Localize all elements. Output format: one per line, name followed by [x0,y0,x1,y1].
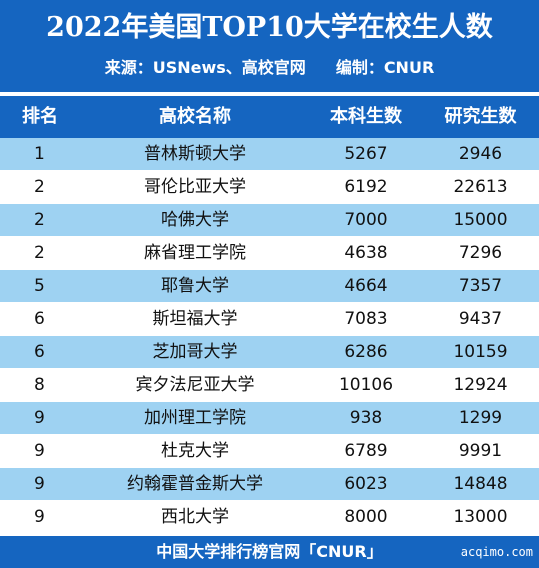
undergrad-count-cell: 6023 [344,474,388,494]
grad-count-cell: 2946 [458,144,503,164]
table-row: 9 西北大学 8000 13000 [0,501,539,534]
column-header-rank: 排名 [22,106,58,127]
university-name-cell: 普林斯顿大学 [144,144,246,164]
undergrad-count-cell: 938 [349,408,383,428]
rank-cell: 6 [34,342,45,362]
rank-cell: 6 [34,309,45,329]
table-row: 9 加州理工学院 938 1299 [0,402,539,435]
column-header-name: 高校名称 [159,106,231,127]
footer-text: 中国大学排行榜官网「CNUR」 [156,542,383,561]
table-row: 6 芝加哥大学 6286 10159 [0,336,539,369]
university-name-cell: 麻省理工学院 [144,243,246,263]
rank-cell: 2 [34,210,45,230]
university-name-cell: 西北大学 [161,507,229,527]
column-header-grad: 研究生数 [444,106,517,127]
undergrad-count-cell: 6286 [344,342,388,362]
rank-cell: 1 [34,144,45,164]
grad-count-cell: 14848 [453,474,508,494]
rank-cell: 9 [34,507,45,527]
university-name-cell: 加州理工学院 [144,408,246,428]
grad-count-cell: 12924 [453,375,508,395]
footer-banner: 中国大学排行榜官网「CNUR」 acqimo.com [0,536,539,568]
table-row: 9 约翰霍普金斯大学 6023 14848 [0,468,539,501]
university-name-cell: 耶鲁大学 [161,276,229,296]
rank-cell: 8 [34,375,45,395]
table-row: 2 哥伦比亚大学 6192 22613 [0,171,539,204]
column-header-undergrad: 本科生数 [330,106,402,127]
grad-count-cell: 7296 [458,243,503,263]
table-header: 排名 高校名称 本科生数 研究生数 [0,96,539,138]
grad-count-cell: 10159 [453,342,508,362]
undergrad-count-cell: 10106 [338,375,394,395]
grad-count-cell: 9991 [458,441,503,461]
grad-count-cell: 22613 [453,177,508,197]
undergrad-count-cell: 7000 [344,210,388,230]
rank-cell: 5 [34,276,45,296]
table-row: 6 斯坦福大学 7083 9437 [0,303,539,336]
table-body: 1 普林斯顿大学 5267 2946 2 哥伦比亚大学 6192 22613 2 哈佛大学 7000… [0,138,539,534]
table-row: 1 普林斯顿大学 5267 2946 [0,138,539,171]
source-credit: 来源：USNews、高校官网 [104,58,306,77]
university-name-cell: 宾夕法尼亚大学 [135,375,255,395]
undergrad-count-cell: 4664 [344,276,388,296]
rank-cell: 9 [34,474,45,494]
university-name-cell: 哥伦比亚大学 [144,177,246,197]
undergrad-count-cell: 8000 [344,507,388,527]
page-title: 2022年美国TOP10大学在校生人数 [46,12,493,43]
rank-cell: 9 [34,441,45,461]
table-row: 5 耶鲁大学 4664 7357 [0,270,539,303]
header-banner: 2022年美国TOP10大学在校生人数 来源：USNews、高校官网 编制：CNU… [0,0,539,92]
editor-credit: 编制：CNUR [335,58,435,77]
subtitle-line: 来源：USNews、高校官网 编制：CNUR [0,56,539,80]
table-row: 9 杜克大学 6789 9991 [0,435,539,468]
university-name-cell: 杜克大学 [161,441,229,461]
university-name-cell: 芝加哥大学 [152,342,238,362]
university-name-cell: 哈佛大学 [161,210,229,230]
university-name-cell: 约翰霍普金斯大学 [127,474,263,494]
grad-count-cell: 15000 [453,210,508,230]
rank-cell: 9 [34,408,45,428]
undergrad-count-cell: 7083 [344,309,388,329]
watermark-text: acqimo.com [460,545,533,559]
table-row: 8 宾夕法尼亚大学 10106 12924 [0,369,539,402]
undergrad-count-cell: 6789 [344,441,388,461]
grad-count-cell: 13000 [453,507,508,527]
table-row: 2 哈佛大学 7000 15000 [0,204,539,237]
undergrad-count-cell: 6192 [344,177,388,197]
university-name-cell: 斯坦福大学 [152,309,238,329]
undergrad-count-cell: 4638 [344,243,388,263]
table-row: 2 麻省理工学院 4638 7296 [0,237,539,270]
grad-count-cell: 7357 [458,276,503,296]
undergrad-count-cell: 5267 [344,144,388,164]
rank-cell: 2 [34,243,45,263]
grad-count-cell: 9437 [458,309,503,329]
rank-cell: 2 [34,177,45,197]
grad-count-cell: 1299 [458,408,503,428]
